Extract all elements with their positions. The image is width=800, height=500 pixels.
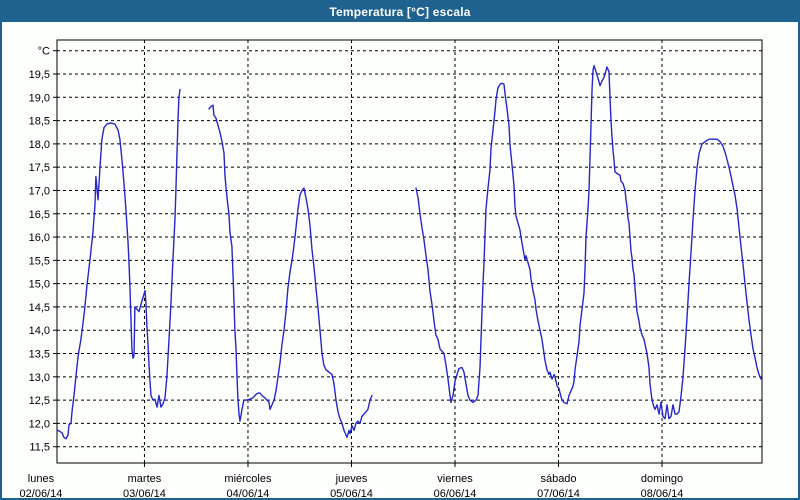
- temperature-series: [57, 64, 762, 440]
- plot-frame: [56, 39, 763, 464]
- y-tick-label: 12,0: [29, 418, 50, 430]
- y-tick-label: 17,5: [29, 162, 50, 174]
- y-tick-label: 11,5: [29, 442, 50, 454]
- day-name-label: martes: [128, 473, 162, 485]
- day-date-label: 07/06/14: [537, 488, 580, 500]
- y-tick-label: 15,5: [29, 255, 50, 267]
- day-date-label: 05/06/14: [330, 488, 373, 500]
- day-date-label: 08/06/14: [641, 488, 684, 500]
- day-date-label: 04/06/14: [227, 488, 270, 500]
- y-tick-label: 18,0: [29, 139, 50, 151]
- y-tick-label: 13,0: [29, 372, 50, 384]
- window-title-bar: Temperatura [°C] escala: [2, 2, 798, 22]
- y-tick-label: 14,0: [29, 325, 50, 337]
- day-name-label: lunes: [28, 473, 55, 485]
- y-tick-label: 13,5: [29, 349, 50, 361]
- y-tick-label: 15,0: [29, 279, 50, 291]
- temperature-line: [208, 104, 373, 439]
- day-date-label: 06/06/14: [434, 488, 477, 500]
- y-tick-label: 16,0: [29, 232, 50, 244]
- day-date-label: 03/06/14: [123, 488, 166, 500]
- y-unit-label: °C: [38, 46, 50, 58]
- y-tick-label: 12,5: [29, 395, 50, 407]
- y-tick-label: 16,5: [29, 209, 50, 221]
- day-name-label: sábado: [540, 473, 576, 485]
- temperature-line: [415, 64, 762, 420]
- window-title: Temperatura [°C] escala: [329, 5, 471, 19]
- axes: [53, 39, 763, 467]
- day-name-label: domingo: [641, 473, 683, 485]
- day-date-label: 02/06/14: [20, 488, 63, 500]
- gridlines: [57, 40, 762, 463]
- temperature-line: [57, 88, 181, 440]
- day-name-label: viernes: [437, 473, 473, 485]
- day-name-label: miércoles: [224, 473, 272, 485]
- y-tick-label: 17,0: [29, 185, 50, 197]
- y-tick-label: 19,0: [29, 92, 50, 104]
- y-tick-label: 14,5: [29, 302, 50, 314]
- day-name-label: jueves: [335, 473, 368, 485]
- y-tick-label: 18,5: [29, 116, 50, 128]
- y-tick-label: 19,5: [29, 69, 50, 81]
- axis-labels: °C 19,5 19,0 18,5 18,0 17,5 17,0 16,5 16,0 15,5 15…: [20, 46, 684, 500]
